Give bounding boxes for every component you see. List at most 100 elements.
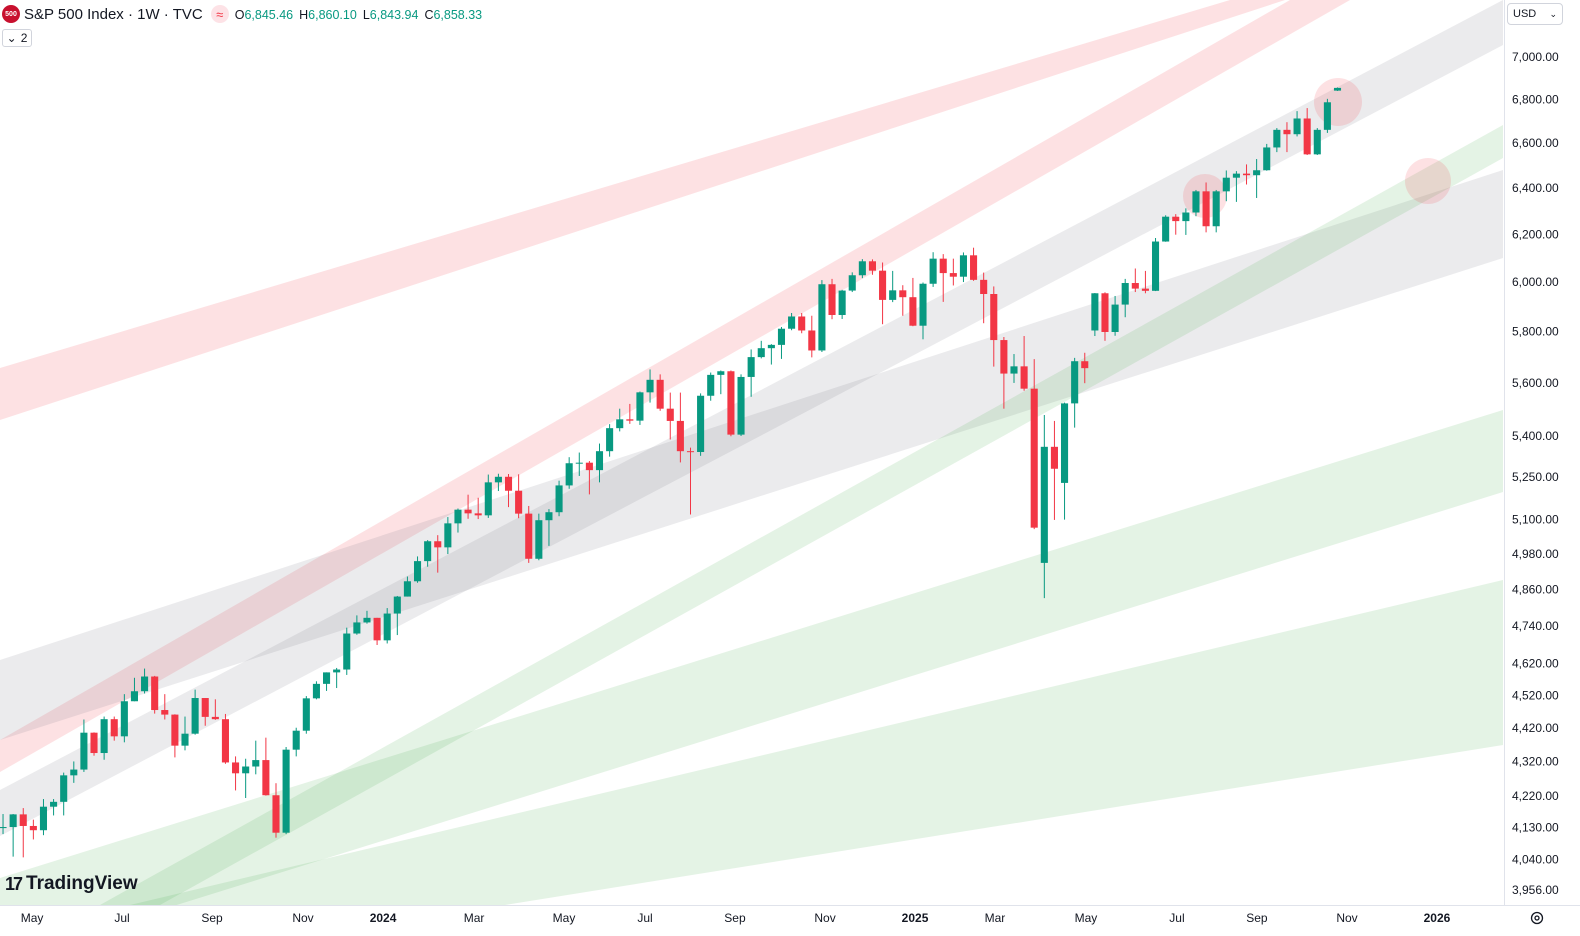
y-tick-label: 6,600.00 xyxy=(1512,136,1559,150)
y-tick-label: 7,000.00 xyxy=(1512,50,1559,64)
candle-body xyxy=(1192,191,1200,213)
candle-body xyxy=(444,523,452,548)
candle-body xyxy=(1212,191,1220,227)
channel-band xyxy=(130,580,1503,905)
market-status-icon: ≈ xyxy=(210,5,229,23)
candle-body xyxy=(474,513,482,516)
candle-body xyxy=(1010,366,1018,374)
brand-logo[interactable]: 17 TradingView xyxy=(5,873,138,895)
candle-body xyxy=(606,428,614,452)
legend-key: H xyxy=(299,7,309,22)
candle-body xyxy=(515,490,523,514)
candle-body xyxy=(19,814,27,826)
candle-body xyxy=(990,294,998,341)
legend-item: H6,860.10 xyxy=(299,8,357,22)
candle-body xyxy=(1131,283,1139,289)
candle-body xyxy=(727,371,735,435)
candle-body xyxy=(555,485,563,513)
candle-body xyxy=(949,273,957,277)
candle-body xyxy=(151,676,159,711)
candle-body xyxy=(970,255,978,280)
channel-band xyxy=(0,0,1350,772)
x-tick-label: Jul xyxy=(637,911,652,925)
symbol-logo: 500 xyxy=(2,5,20,23)
symbol-title[interactable]: S&P 500 Index · 1W · TVC xyxy=(24,5,203,23)
candle-body xyxy=(323,672,331,684)
candle-body xyxy=(737,376,745,435)
candle-body xyxy=(1020,366,1028,389)
currency-selector[interactable]: USD ⌄ xyxy=(1507,3,1563,25)
candle-body xyxy=(848,275,856,291)
candle-body xyxy=(201,698,209,717)
indicator-count: 2 xyxy=(20,31,28,45)
y-tick-label: 4,320.00 xyxy=(1512,755,1559,769)
candle-body xyxy=(262,760,270,796)
candle-body xyxy=(909,297,917,326)
candle-body xyxy=(1182,212,1190,222)
indicators-toggle[interactable]: ⌄ 2 xyxy=(2,29,32,47)
y-tick-label: 4,420.00 xyxy=(1512,721,1559,735)
candle-body xyxy=(0,827,7,829)
candle-body xyxy=(424,541,432,562)
candle-body xyxy=(565,463,573,486)
candle-body xyxy=(656,379,664,409)
channel-band xyxy=(0,0,1285,420)
y-tick-label: 5,100.00 xyxy=(1512,512,1559,526)
y-tick-label: 4,040.00 xyxy=(1512,852,1559,866)
candle-body xyxy=(1283,129,1291,135)
y-tick-label: 6,200.00 xyxy=(1512,227,1559,241)
x-tick-label: Sep xyxy=(724,911,746,925)
candle-body xyxy=(636,392,644,421)
x-tick-label: May xyxy=(1075,911,1098,925)
channel-band xyxy=(100,125,1503,905)
settings-icon[interactable] xyxy=(1530,911,1544,925)
candle-body xyxy=(393,596,401,614)
candle-body xyxy=(717,371,725,375)
candle-body xyxy=(1151,241,1160,291)
candle-body xyxy=(494,476,502,483)
candle-body xyxy=(211,716,219,720)
candle-body xyxy=(353,622,361,634)
candle-body xyxy=(181,733,189,746)
x-tick-label: Jul xyxy=(1169,911,1184,925)
legend-key: L xyxy=(362,7,370,22)
candle-body xyxy=(130,691,138,702)
highlight-circle xyxy=(1314,78,1362,126)
legend-value: 6,845.46 xyxy=(244,7,294,22)
legend-value: 6,858.33 xyxy=(433,7,483,22)
candle-body xyxy=(858,261,866,276)
candle-body xyxy=(252,760,260,767)
candle-body xyxy=(616,419,624,429)
candle-body xyxy=(232,762,240,774)
candle-body xyxy=(1222,177,1230,192)
candle-body xyxy=(899,290,907,298)
candle-body xyxy=(1323,102,1331,130)
candle-body xyxy=(697,395,705,452)
candle-body xyxy=(1202,191,1210,227)
candle-body xyxy=(191,698,199,734)
candle-body xyxy=(80,732,88,770)
candle-body xyxy=(676,420,684,452)
channel-band xyxy=(0,410,1503,905)
candle-body xyxy=(980,279,988,295)
candle-body xyxy=(1273,129,1281,148)
candle-body xyxy=(575,462,583,464)
candle-body xyxy=(383,613,391,641)
candle-body xyxy=(403,581,411,597)
candle-body xyxy=(585,462,593,471)
candle-body xyxy=(1050,446,1058,469)
y-tick-label: 5,600.00 xyxy=(1512,376,1559,390)
x-tick-label: Nov xyxy=(292,911,313,925)
chevron: ⌄ xyxy=(6,31,17,45)
symbol-header: 500 S&P 500 Index · 1W · TVC ≈ O6,845.46… xyxy=(2,4,488,24)
candle-body xyxy=(1172,216,1180,222)
x-tick-label: Nov xyxy=(814,911,835,925)
candle-body xyxy=(302,698,310,731)
candle-body xyxy=(363,617,371,623)
candle-body xyxy=(221,719,229,763)
candle-body xyxy=(373,617,381,641)
candle-body xyxy=(120,701,128,737)
candle-body xyxy=(808,330,816,351)
candle-body xyxy=(929,258,937,284)
